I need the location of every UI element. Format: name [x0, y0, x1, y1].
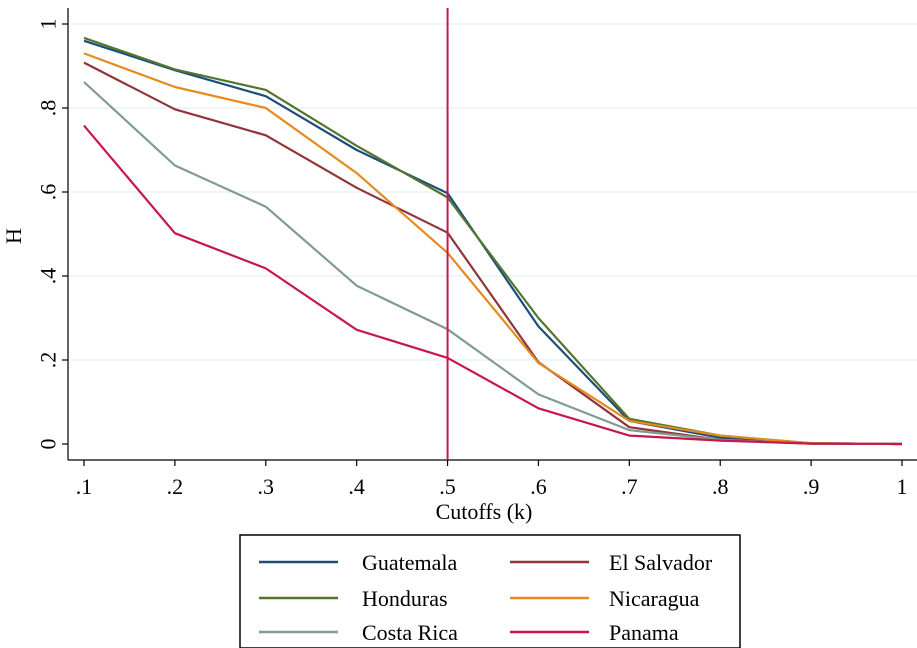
axes [67, 8, 917, 461]
x-tick-label: .3 [258, 474, 275, 499]
legend-label-honduras: Honduras [362, 586, 448, 611]
x-tick-label: .2 [167, 474, 184, 499]
x-tick-label: .1 [76, 474, 93, 499]
gridlines [68, 23, 917, 361]
legend: Guatemala El Salvador Honduras Nicaragua Cos… [239, 534, 741, 648]
legend-label-nicaragua: Nicaragua [609, 586, 700, 611]
y-tick-label: .2 [36, 352, 61, 369]
y-axis-ticks: 0 .2 .4 .6 .8 1 [36, 19, 68, 450]
x-tick-label: .9 [803, 474, 820, 499]
legend-label-guatemala: Guatemala [362, 550, 458, 575]
y-tick-label: 1 [36, 19, 61, 30]
x-tick-label: .5 [439, 474, 456, 499]
legend-label-panama: Panama [609, 620, 679, 645]
legend-label-el-salvador: El Salvador [609, 550, 713, 575]
y-tick-label: .8 [36, 100, 61, 117]
x-axis-ticks: .1 .2 .3 .4 .5 .6 .7 .8 .9 1 [76, 460, 908, 499]
x-tick-label: .7 [621, 474, 638, 499]
x-axis-label: Cutoffs (k) [436, 499, 533, 524]
y-tick-label: .4 [36, 268, 61, 285]
x-tick-label: 1 [897, 474, 908, 499]
legend-box [239, 534, 741, 648]
series-line-panama [83, 124, 903, 446]
x-tick-label: .4 [348, 474, 365, 499]
legend-label-costa-rica: Costa Rica [362, 620, 458, 645]
series-lines [83, 36, 903, 446]
y-tick-label: .6 [36, 184, 61, 201]
series-line-nicaragua [83, 52, 903, 446]
y-axis-label: H [1, 228, 26, 244]
y-tick-label: 0 [36, 439, 61, 450]
x-tick-label: .6 [530, 474, 547, 499]
x-tick-label: .8 [712, 474, 729, 499]
